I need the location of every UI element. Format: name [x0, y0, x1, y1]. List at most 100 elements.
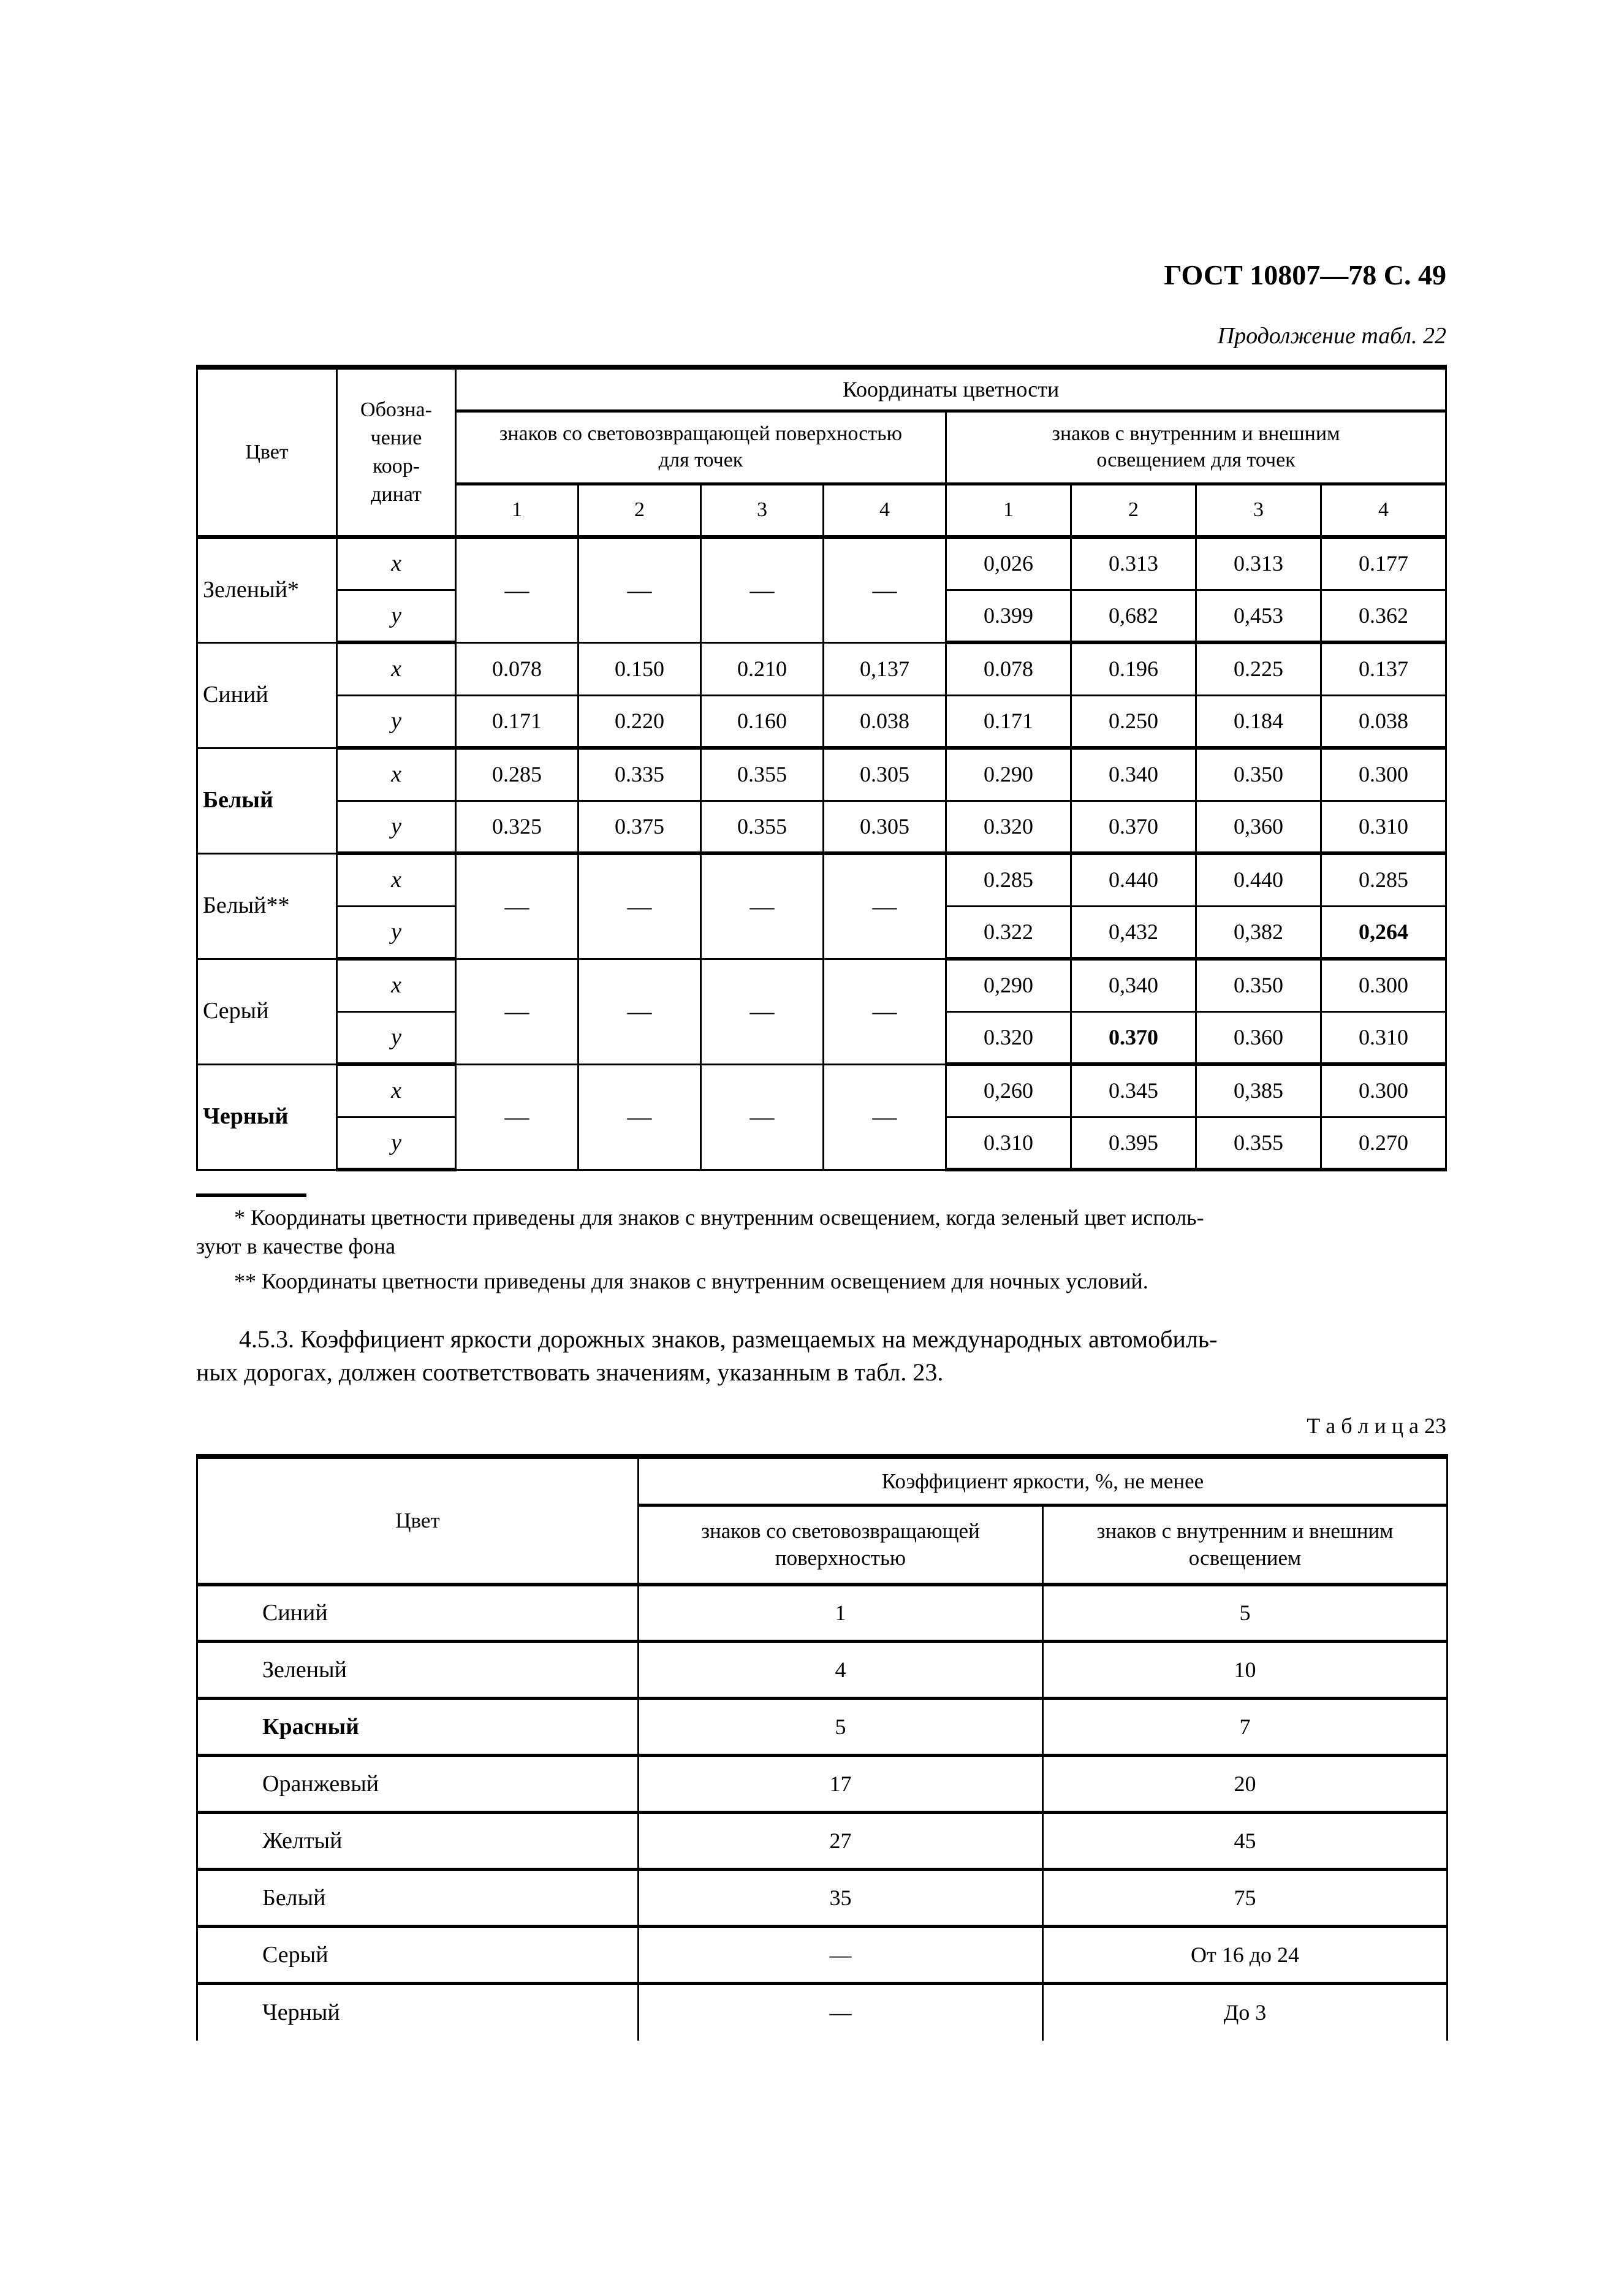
page-content: ГОСТ 10807—78 С. 49 Продолжение табл. 22… [196, 0, 1449, 2041]
table-row-orange: Оранжевый 17 20 [196, 1754, 1449, 1814]
value-cell: 45 [1041, 1811, 1449, 1871]
coord-label-cell: x [336, 747, 457, 802]
point-number-cell: 2 [577, 482, 702, 539]
color-name-cell: Зеленый [196, 1640, 639, 1700]
table-row-white: Белый 35 75 [196, 1868, 1449, 1928]
dash-cell: — [455, 1063, 579, 1171]
table-23-subheader-internal-external: знаков с внутренним и внешним освещением [1041, 1504, 1449, 1586]
value-cell: 0.220 [577, 694, 702, 750]
table-23-header-color: Цвет [196, 1453, 639, 1586]
color-name-cell: Синий [196, 641, 338, 749]
value-cell: 17 [637, 1754, 1044, 1814]
value-cell: 0.355 [700, 799, 824, 856]
dash-cell: — [577, 1063, 702, 1171]
table-22-chromaticity: Цвет Обозна- чение коор- динат Координат… [196, 365, 1448, 1172]
table-row-gray-x: Серый x — — — — 0,290 0,340 0.350 0.300 [196, 957, 1448, 1065]
dash-cell: — [577, 852, 702, 960]
header-cell-internal-external-lighting: знаков с внутренним и внешним освещением… [944, 409, 1448, 485]
value-cell: 0.184 [1195, 694, 1322, 750]
dash-cell: — [577, 536, 702, 644]
value-cell: 0.210 [700, 641, 824, 696]
dash-cell: — [822, 852, 947, 960]
value-cell: 0,360 [1195, 799, 1322, 856]
value-cell: 0,682 [1070, 588, 1197, 645]
dash-cell: — [822, 1063, 947, 1171]
value-cell: 0.320 [945, 799, 1072, 856]
table-row-red: Красный 5 7 [196, 1697, 1449, 1757]
value-cell: 0.038 [1319, 694, 1448, 750]
value-cell: 0.285 [945, 852, 1072, 907]
value-cell: 0.300 [1319, 1063, 1448, 1118]
table-row-white2-y: y 0.322 0,432 0,382 0,264 [197, 905, 1448, 961]
point-number-cell: 4 [822, 482, 947, 539]
table-row-white2-x: Белый** x — — — — 0.285 0.440 0.440 0.28… [196, 852, 1448, 960]
value-cell: 0,026 [945, 536, 1072, 591]
header-cell-retroreflective-signs: знаков со световозвращающей поверхностью… [455, 409, 947, 485]
value-cell: 7 [1041, 1697, 1449, 1757]
value-cell: 0,453 [1195, 588, 1322, 645]
point-number-cell: 4 [1319, 482, 1448, 539]
point-number-cell: 2 [1070, 482, 1197, 539]
value-cell: 0.375 [577, 799, 702, 856]
table-row-black: Черный — До 3 [196, 1982, 1449, 2041]
table-row-black-x: Черный x — — — — 0,260 0.345 0,385 0.300 [196, 1063, 1448, 1171]
color-name-cell: Желтый [196, 1811, 639, 1871]
table-23-header-row-2: знаков со световозвращающей поверхностью… [197, 1504, 1449, 1586]
point-number-cell: 3 [1195, 482, 1322, 539]
value-cell: 0,264 [1319, 905, 1448, 961]
value-cell: 27 [637, 1811, 1044, 1871]
dash-cell: — [700, 536, 824, 644]
table-row-yellow: Желтый 27 45 [196, 1811, 1449, 1871]
value-cell: 10 [1041, 1640, 1449, 1700]
value-cell: 0.310 [1319, 799, 1448, 856]
value-cell: 0.250 [1070, 694, 1197, 750]
table-row-blue-y: y 0.171 0.220 0.160 0.038 0.171 0.250 0.… [197, 694, 1448, 750]
color-name-cell: Черный [196, 1982, 639, 2041]
value-cell: 0,290 [945, 957, 1072, 1013]
coord-label-cell: y [336, 1116, 457, 1172]
color-name-cell: Синий [196, 1583, 639, 1643]
value-cell: 0.440 [1070, 852, 1197, 907]
color-name-cell: Красный [196, 1697, 639, 1757]
point-number-cell: 3 [700, 482, 824, 539]
value-cell: 35 [637, 1868, 1044, 1928]
dash-cell: — [455, 852, 579, 960]
coord-label-cell: x [336, 852, 457, 907]
value-cell: 0.150 [577, 641, 702, 696]
value-cell: 5 [637, 1697, 1044, 1757]
value-cell: — [637, 1925, 1044, 1985]
value-cell: 0.313 [1195, 536, 1322, 591]
value-cell: 0.355 [700, 747, 824, 802]
header-cell-coord-designation: Обозна- чение коор- динат [336, 365, 457, 539]
table-23-subheader-retroreflective: знаков со световозвращающей поверхностью [637, 1504, 1044, 1586]
dash-cell: — [455, 957, 579, 1065]
coord-label-cell: x [336, 536, 457, 591]
table-23-caption: Т а б л и ц а 23 [1307, 1414, 1446, 1439]
table-row-green-y: y 0.399 0,682 0,453 0.362 [197, 588, 1448, 645]
table-row-white-y: y 0.325 0.375 0.355 0.305 0.320 0.370 0,… [197, 799, 1448, 856]
value-cell: 0,382 [1195, 905, 1322, 961]
value-cell: 0,340 [1070, 957, 1197, 1013]
value-cell: 0.171 [945, 694, 1072, 750]
value-cell: 0.225 [1195, 641, 1322, 696]
table-row-blue-x: Синий x 0.078 0.150 0.210 0,137 0.078 0.… [196, 641, 1448, 749]
value-cell: 0.160 [700, 694, 824, 750]
value-cell: 0.285 [1319, 852, 1448, 907]
value-cell: 0.270 [1319, 1116, 1448, 1172]
table-22-header-row-3: 1 2 3 4 1 2 3 4 [197, 482, 1448, 539]
point-number-cell: 1 [945, 482, 1072, 539]
value-cell: 0.038 [822, 694, 947, 750]
value-cell: 0.305 [822, 747, 947, 802]
table-row-black-y: y 0.310 0.395 0.355 0.270 [197, 1116, 1448, 1172]
color-name-cell: Черный [196, 1063, 338, 1171]
value-cell: 0.325 [455, 799, 579, 856]
value-cell: 0.350 [1195, 957, 1322, 1013]
dash-cell: — [577, 957, 702, 1065]
table-row-gray: Серый — От 16 до 24 [196, 1925, 1449, 1985]
value-cell: 0.395 [1070, 1116, 1197, 1172]
table-22-caption: Продолжение табл. 22 [1217, 323, 1446, 349]
table-23-brightness: Цвет Коэффициент яркости, %, не менее зн… [196, 1453, 1449, 2041]
dash-cell: — [822, 536, 947, 644]
color-name-cell: Серый [196, 1925, 639, 1985]
